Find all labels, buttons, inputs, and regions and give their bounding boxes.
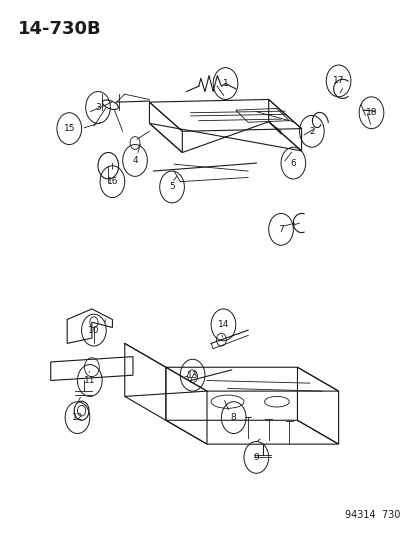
Text: 16: 16: [107, 177, 118, 186]
Text: 11: 11: [84, 376, 95, 385]
Text: 94314  730: 94314 730: [344, 510, 399, 520]
Text: 8: 8: [230, 413, 236, 422]
Text: 7: 7: [278, 225, 283, 234]
Text: 14: 14: [217, 320, 228, 329]
Text: 18: 18: [365, 108, 376, 117]
Text: 12: 12: [71, 413, 83, 422]
Text: 1: 1: [222, 79, 228, 88]
Text: 15: 15: [63, 124, 75, 133]
Text: 3: 3: [95, 103, 101, 112]
Text: 13: 13: [186, 370, 198, 379]
Text: 5: 5: [169, 182, 175, 191]
Text: 10: 10: [88, 326, 100, 335]
Text: 14-730B: 14-730B: [18, 20, 101, 38]
Text: 6: 6: [290, 159, 296, 167]
Text: 2: 2: [308, 127, 314, 136]
Text: 9: 9: [253, 453, 259, 462]
Text: 4: 4: [132, 156, 138, 165]
Text: 17: 17: [332, 76, 344, 85]
